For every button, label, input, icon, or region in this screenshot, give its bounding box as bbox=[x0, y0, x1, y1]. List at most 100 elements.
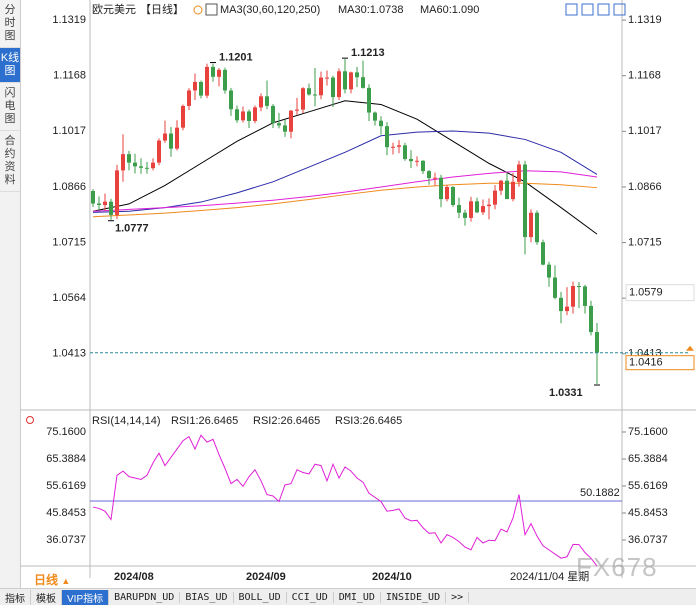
ma-line bbox=[92, 170, 598, 212]
candle-body bbox=[571, 286, 575, 307]
tool-icon[interactable] bbox=[597, 3, 610, 16]
cursor-price-box bbox=[625, 284, 695, 302]
toolbar-tab[interactable]: VIP指标 bbox=[62, 589, 110, 605]
candle-body bbox=[259, 96, 263, 108]
last-price-arrow bbox=[686, 345, 694, 351]
candle-body bbox=[583, 286, 587, 306]
period-selector[interactable]: 日线 ▲ bbox=[34, 571, 70, 588]
candle-body bbox=[511, 181, 515, 200]
y-tick-label-right: 1.1017 bbox=[628, 125, 662, 137]
candle-body bbox=[271, 105, 275, 124]
candle-body bbox=[361, 77, 365, 88]
toolbar-tab[interactable]: BOLL_UD bbox=[234, 591, 287, 603]
legend-entry: RSI1:26.6465 bbox=[171, 415, 238, 427]
toolbar-tab[interactable]: CCI_UD bbox=[287, 591, 334, 603]
candle-body bbox=[499, 180, 503, 191]
y-tick-label: 55.6169 bbox=[46, 480, 86, 492]
toolbar-tab[interactable]: INSIDE_UD bbox=[381, 591, 447, 603]
chart: 欧元美元 【日线】 MA3(30,60,120,250) MA30:1.0738 MA6… bbox=[20, 0, 696, 583]
candle-body bbox=[307, 88, 311, 95]
candle-body bbox=[577, 286, 581, 288]
period: 【日线】 bbox=[140, 2, 184, 16]
candle-body bbox=[241, 111, 245, 121]
y-tick-label: 1.1168 bbox=[53, 70, 86, 82]
y-tick-label-right: 1.1168 bbox=[628, 70, 661, 82]
tool-icon[interactable] bbox=[613, 3, 626, 16]
side-tab[interactable]: 合约资料 bbox=[0, 131, 20, 192]
candle-body bbox=[373, 112, 377, 121]
toolbar-tab[interactable]: BIAS_UD bbox=[180, 591, 234, 603]
candle-body bbox=[217, 69, 221, 77]
candle-body bbox=[421, 160, 425, 172]
side-tab[interactable]: 分时图 bbox=[0, 0, 20, 48]
candle-body bbox=[337, 71, 341, 98]
candle-body bbox=[529, 212, 533, 238]
candle-body bbox=[487, 204, 491, 207]
x-tick-label: 2024/09 bbox=[246, 571, 286, 583]
annotation: 1.0331 bbox=[549, 387, 583, 399]
tool-icon[interactable] bbox=[565, 3, 578, 16]
candle-body bbox=[181, 105, 185, 128]
legend-entry: MA30:1.0738 bbox=[338, 4, 403, 16]
watermark: FX678 bbox=[576, 552, 658, 582]
y-tick-label: 65.3884 bbox=[46, 453, 86, 465]
candle-body bbox=[97, 203, 101, 205]
y-tick-label: 1.1017 bbox=[52, 125, 86, 137]
candle-body bbox=[589, 305, 593, 333]
ma-line bbox=[92, 130, 598, 213]
cursor-price: 1.0579 bbox=[629, 287, 663, 299]
candle-body bbox=[331, 77, 335, 98]
y-tick-label: 36.0737 bbox=[46, 534, 86, 546]
candle-body bbox=[193, 81, 197, 91]
candle-body bbox=[247, 111, 251, 122]
toolbar-tab[interactable]: 指标 bbox=[0, 589, 31, 605]
candle-body bbox=[169, 133, 173, 149]
tool-icon[interactable] bbox=[581, 3, 594, 16]
candle-body bbox=[463, 212, 467, 218]
candle-body bbox=[391, 146, 395, 148]
candle-body bbox=[565, 306, 569, 312]
annotation: 1.1201 bbox=[219, 51, 253, 63]
candle-body bbox=[415, 160, 419, 162]
y-tick-label-right: 75.1600 bbox=[628, 426, 668, 438]
candle-body bbox=[475, 201, 479, 213]
candle-body bbox=[103, 201, 107, 205]
candle-body bbox=[295, 109, 299, 111]
side-tab[interactable]: 闪电图 bbox=[0, 83, 20, 131]
y-tick-label-right: 65.3884 bbox=[628, 453, 668, 465]
side-tab[interactable]: K线图 bbox=[0, 48, 20, 83]
candle-body bbox=[109, 201, 113, 215]
candle-body bbox=[397, 145, 401, 147]
candle-body bbox=[553, 277, 557, 298]
candle-body bbox=[205, 66, 209, 96]
toolbar-tab[interactable]: DMI_UD bbox=[334, 591, 381, 603]
y-tick-label: 1.0413 bbox=[52, 348, 86, 360]
period-label: 日线 bbox=[34, 573, 59, 587]
y-tick-label-right: 1.1319 bbox=[628, 14, 662, 26]
y-tick-label-right: 1.0715 bbox=[628, 236, 662, 248]
candle-body bbox=[121, 154, 125, 171]
candle-body bbox=[289, 110, 293, 132]
toolbar-tab[interactable]: BARUPDN_UD bbox=[109, 591, 181, 603]
candle-body bbox=[433, 177, 437, 179]
indicator-icon bbox=[205, 3, 218, 16]
toolbar-tab[interactable]: 模板 bbox=[31, 589, 62, 605]
candle-body bbox=[283, 125, 287, 132]
candle-body bbox=[535, 212, 539, 243]
candle-body bbox=[211, 66, 215, 77]
candle-body bbox=[403, 145, 407, 159]
candle-body bbox=[595, 332, 599, 353]
candle-body bbox=[451, 186, 455, 205]
ma-line bbox=[92, 100, 598, 235]
y-tick-label: 75.1600 bbox=[46, 426, 86, 438]
rsi-title: RSI(14,14,14) bbox=[92, 415, 160, 427]
legend-entry: RSI2:26.6465 bbox=[253, 415, 320, 427]
candle-body bbox=[319, 77, 323, 96]
candle-body bbox=[517, 164, 521, 182]
last-price-box bbox=[625, 355, 695, 371]
x-tick-label: 2024/10 bbox=[372, 571, 412, 583]
candle-body bbox=[175, 127, 179, 149]
toolbar-tab[interactable]: >> bbox=[446, 591, 470, 603]
y-tick-label: 1.0564 bbox=[52, 292, 86, 304]
